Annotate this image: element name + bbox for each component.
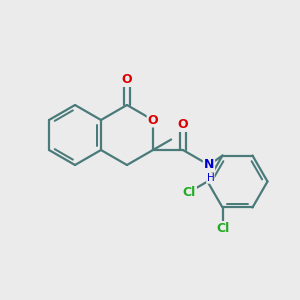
Text: N: N (204, 158, 214, 172)
Text: Cl: Cl (183, 185, 196, 199)
Text: H: H (206, 173, 214, 183)
Text: O: O (148, 113, 158, 127)
Text: Cl: Cl (216, 222, 229, 235)
Text: O: O (178, 118, 188, 131)
Text: O: O (122, 73, 132, 86)
